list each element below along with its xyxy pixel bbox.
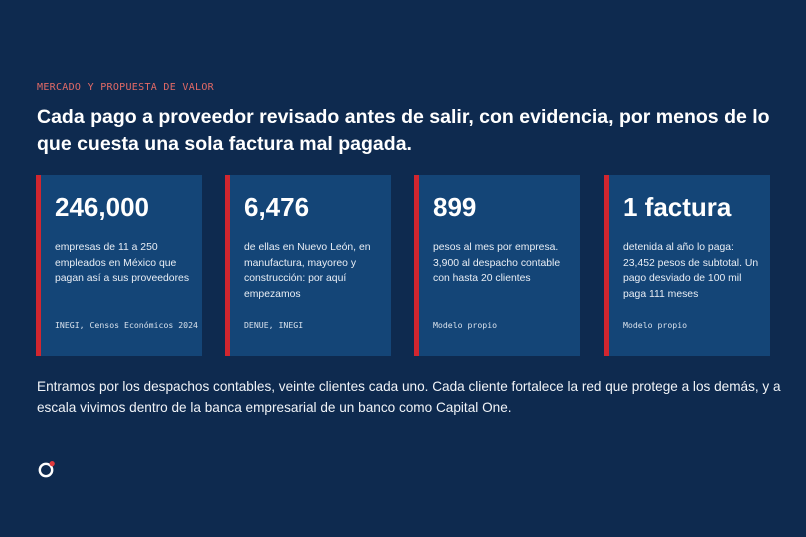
stat-description: de ellas en Nuevo León, en manufactura, …: [244, 242, 371, 300]
stat-source: DENUE, INEGI: [244, 320, 304, 330]
page-title: Cada pago a proveedor revisado antes de …: [37, 106, 770, 155]
stat-value: 6,476: [244, 192, 310, 222]
section-label: MERCADO Y PROPUESTA DE VALOR: [37, 82, 214, 93]
stat-value: 899: [433, 192, 477, 222]
body-paragraph: Entramos por los despachos contables, ve…: [37, 379, 781, 415]
stat-source: Modelo propio: [623, 320, 688, 330]
stat-card-invoice: 1 factura detenida al año lo paga: 23,45…: [604, 175, 770, 356]
stat-description: detenida al año lo paga: 23,452 pesos de…: [623, 242, 759, 300]
stat-description: empresas de 11 a 250 empleados en México…: [55, 242, 190, 284]
stat-card-nuevo-leon: 6,476 de ellas en Nuevo León, en manufac…: [225, 175, 391, 356]
stat-source: Modelo propio: [433, 320, 498, 330]
stat-description: pesos al mes por empresa. 3,900 al despa…: [433, 242, 561, 284]
stat-source: INEGI, Censos Económicos 2024: [55, 320, 198, 330]
brand-ring-logo-icon: [38, 461, 55, 478]
stat-card-price: 899 pesos al mes por empresa. 3,900 al d…: [414, 175, 580, 356]
stat-value: 1 factura: [623, 192, 732, 222]
stats-cards: 246,000 empresas de 11 a 250 empleados e…: [36, 175, 770, 356]
stat-value: 246,000: [55, 192, 149, 222]
stat-card-companies: 246,000 empresas de 11 a 250 empleados e…: [36, 175, 202, 356]
